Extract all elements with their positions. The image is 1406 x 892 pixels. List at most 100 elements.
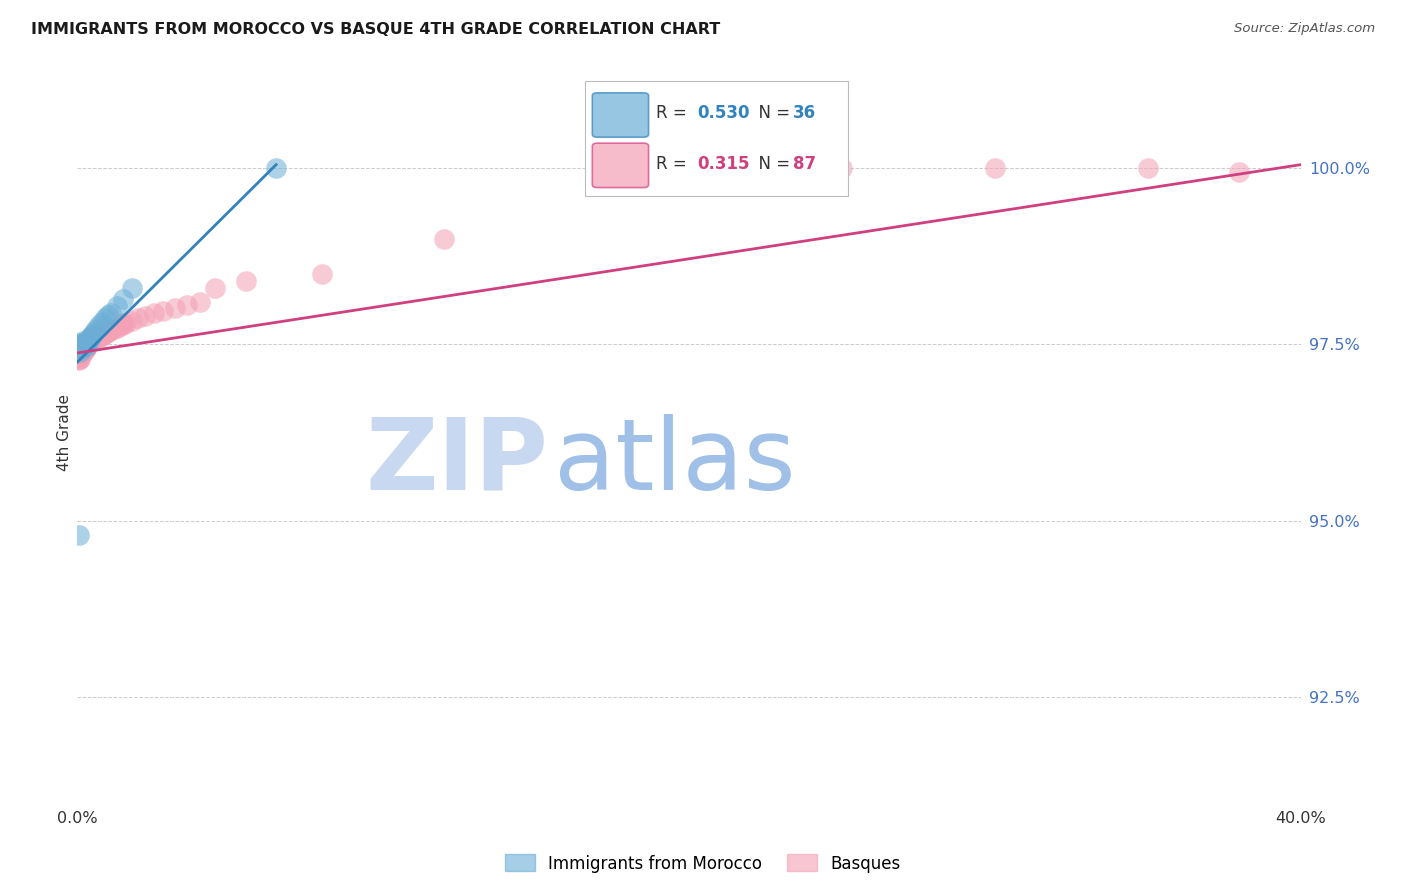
Point [94,310,117,325]
Point [67,353,90,368]
Point [69,339,91,353]
Point [97,325,120,339]
Point [69,350,91,364]
Point [678,165,700,179]
Point [73,342,96,356]
Point [70,343,93,358]
Point [77,336,100,351]
Point [67,351,90,366]
Point [76,334,98,348]
Point [105,299,128,313]
Point [75,342,97,356]
Point [69,351,91,366]
Point [67,348,90,362]
Point [83,325,105,339]
Point [1136,161,1159,176]
Point [80,329,103,343]
Text: N =: N = [748,103,794,122]
Point [80,334,103,348]
Point [80,334,103,349]
Point [72,344,94,359]
Point [69,348,91,362]
Point [90,329,112,343]
Point [176,298,198,312]
Point [79,334,101,349]
Point [152,303,174,318]
Point [105,320,128,334]
Point [115,316,138,330]
Point [70,346,93,360]
Point [70,339,93,353]
Text: 0.530: 0.530 [697,103,749,122]
Legend: Immigrants from Morocco, Basques: Immigrants from Morocco, Basques [498,847,908,880]
Point [87,318,110,332]
Point [73,343,96,358]
Point [79,332,101,346]
Point [86,332,108,346]
Point [69,347,91,361]
Point [121,281,143,295]
Text: atlas: atlas [554,414,796,511]
Point [235,274,257,288]
Point [69,346,91,360]
Point [83,330,105,344]
Point [70,343,93,358]
Point [112,316,135,330]
Point [75,337,97,351]
Point [311,267,333,281]
Point [70,336,93,351]
Point [72,334,94,348]
Point [103,322,125,336]
Text: N =: N = [748,155,794,173]
Point [72,346,94,360]
Point [70,344,93,359]
FancyBboxPatch shape [592,143,648,187]
Point [76,339,98,353]
Point [112,292,135,306]
Point [121,313,143,327]
Point [75,340,97,354]
Point [84,330,107,344]
Point [831,161,853,176]
Point [70,339,93,353]
Point [67,341,90,355]
Point [97,325,120,339]
Point [82,326,104,341]
Point [204,281,226,295]
Point [79,336,101,351]
Point [91,327,114,342]
Point [87,329,110,343]
Point [80,334,103,348]
Point [75,337,97,351]
Point [73,340,96,354]
Point [1229,165,1251,179]
Text: 0.315: 0.315 [697,155,749,173]
Text: R =: R = [657,103,692,122]
Point [127,310,149,325]
Point [69,340,91,354]
Point [84,329,107,343]
Point [82,333,104,347]
Text: ZIP: ZIP [366,414,548,511]
Point [264,161,287,176]
Point [100,323,122,337]
Point [73,342,96,356]
Point [73,343,96,358]
Point [73,340,96,354]
Point [70,336,93,351]
Point [73,339,96,353]
Point [188,295,211,310]
Point [90,315,112,329]
Point [77,336,100,351]
FancyBboxPatch shape [585,81,848,195]
Text: IMMIGRANTS FROM MOROCCO VS BASQUE 4TH GRADE CORRELATION CHART: IMMIGRANTS FROM MOROCCO VS BASQUE 4TH GR… [31,22,720,37]
Point [77,335,100,350]
Text: 87: 87 [793,155,815,173]
Point [72,343,94,358]
FancyBboxPatch shape [592,93,648,137]
Point [77,334,100,348]
Point [79,332,101,346]
Point [70,340,93,354]
Point [69,528,91,542]
Point [165,301,187,315]
